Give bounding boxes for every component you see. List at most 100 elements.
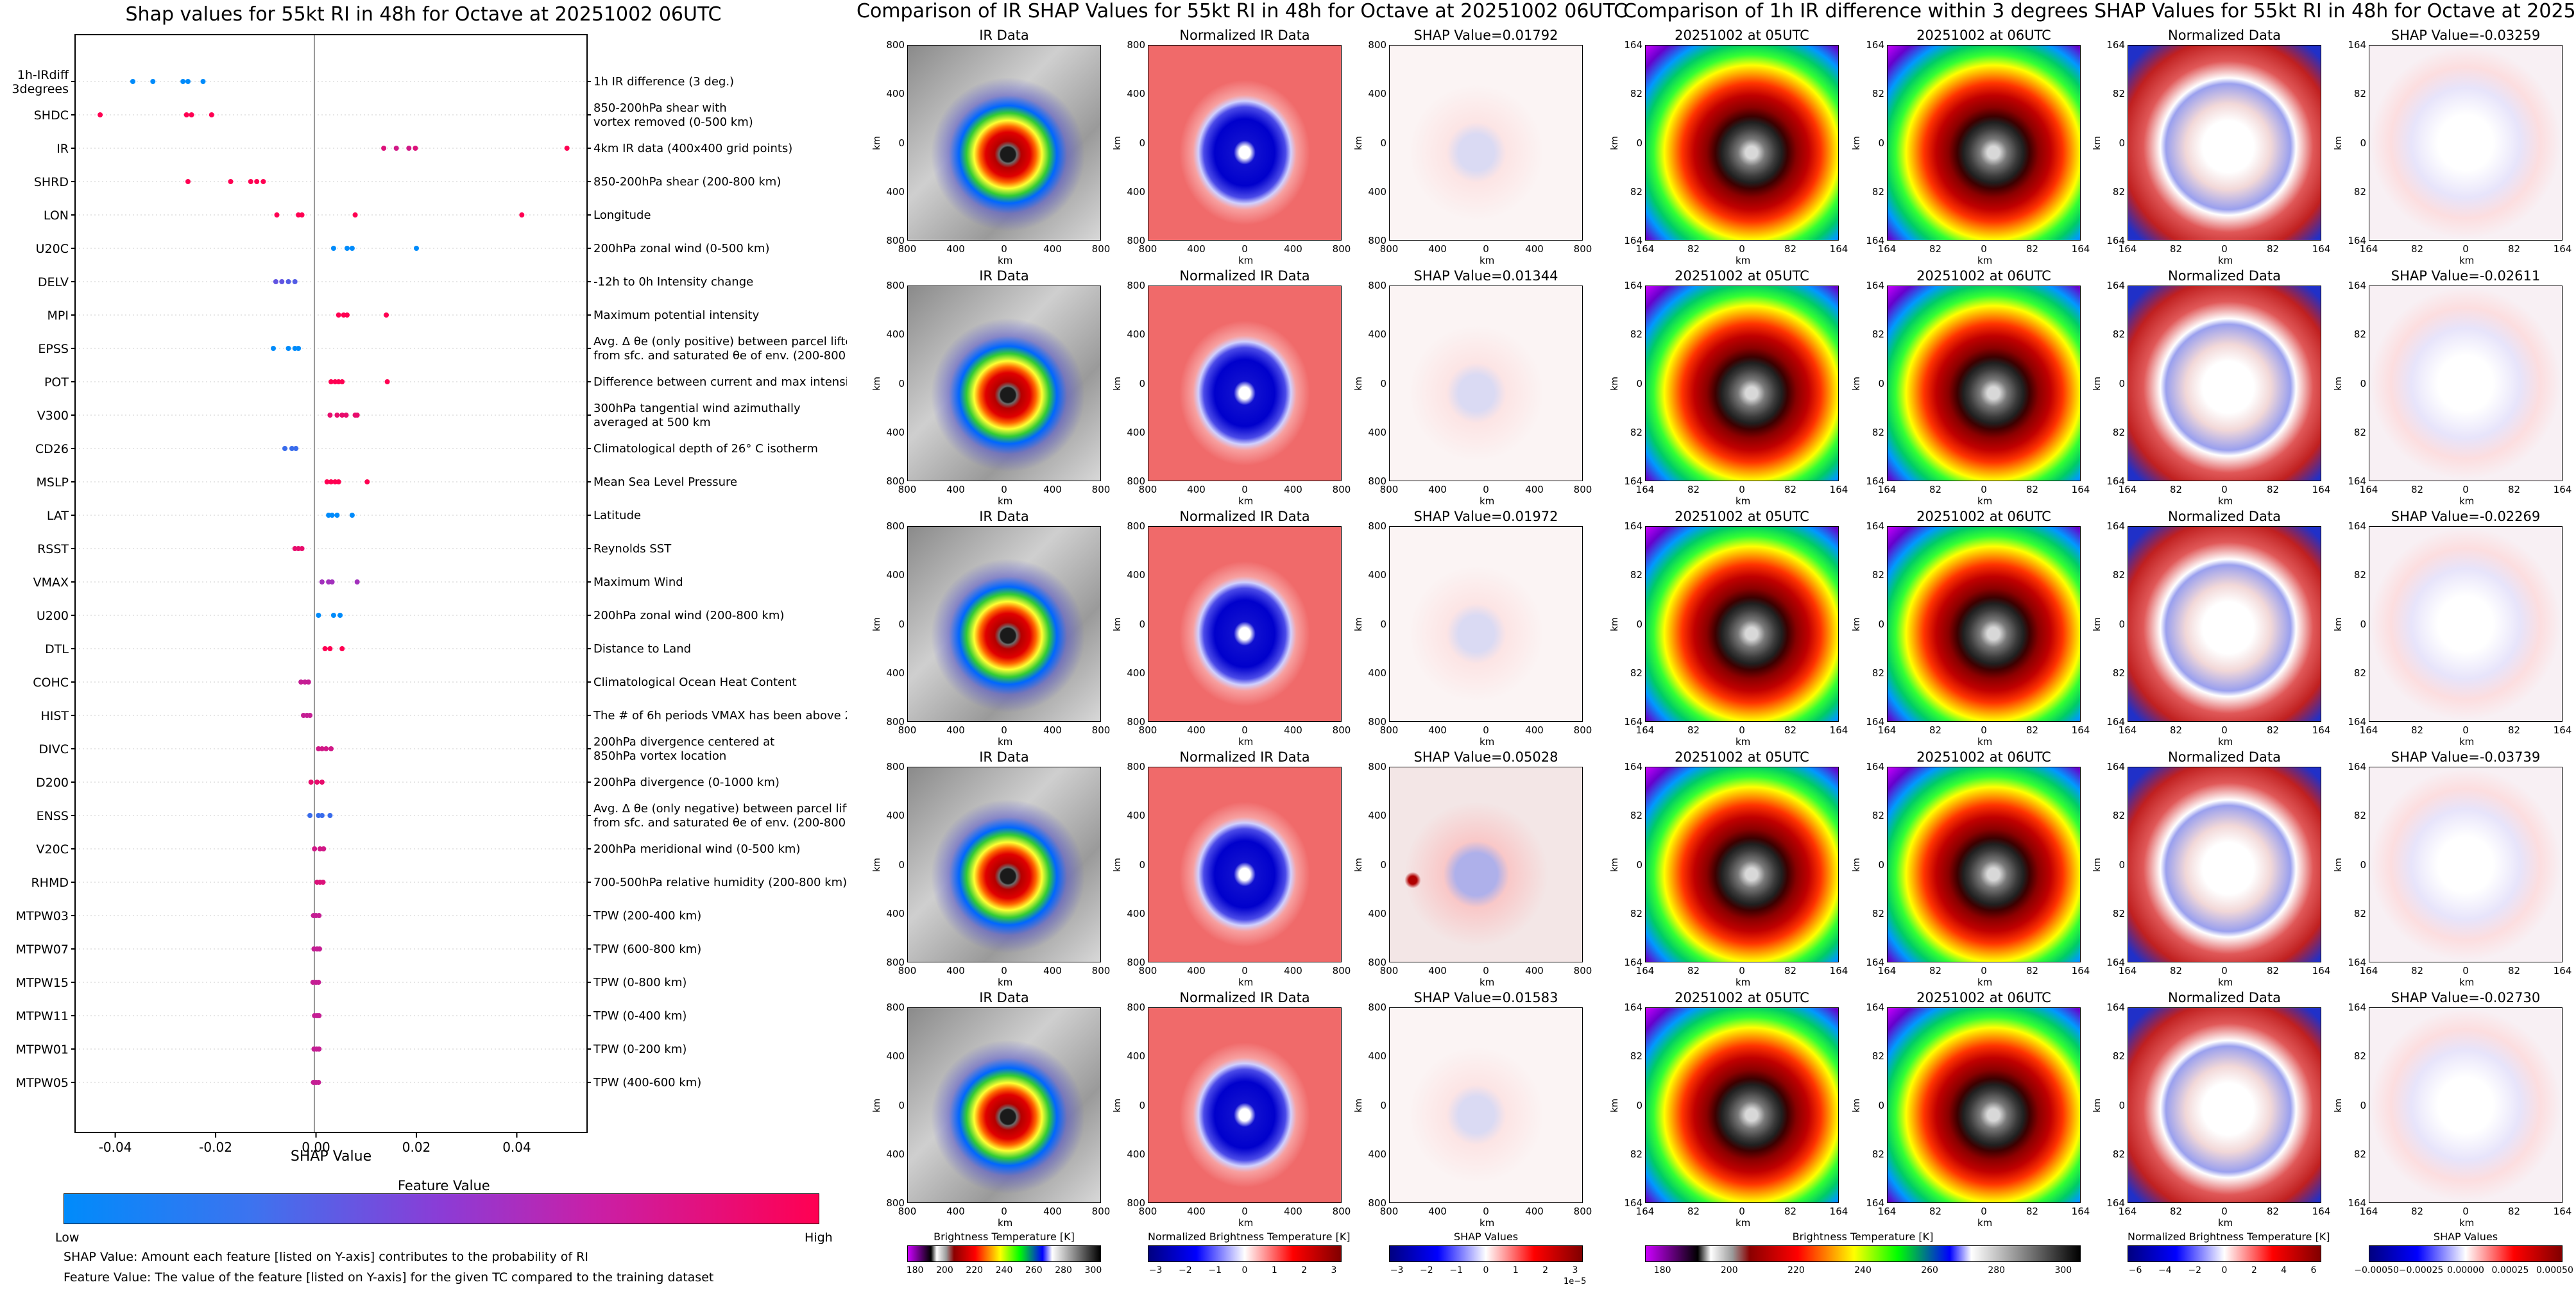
y-tick-label: 164: [2348, 957, 2366, 968]
colorbar-tick-label: 220: [966, 1265, 984, 1276]
y-tick-label: 0: [2119, 377, 2125, 389]
y-tick-label: 0: [1380, 137, 1386, 149]
x-tick-label: 400: [946, 724, 965, 736]
x-tick-label: 0: [1241, 1206, 1248, 1217]
shap-point: [319, 579, 325, 585]
colorbar: [907, 1245, 1101, 1262]
shap-point: [254, 179, 260, 184]
y-tick-label: 400: [1368, 810, 1386, 822]
y-tick-label: 0: [1139, 858, 1145, 871]
x-tick-label: 400: [1428, 484, 1447, 495]
x-tick-label: 82: [2410, 243, 2424, 255]
y-tick-label: 0: [898, 1099, 905, 1111]
y-tick-label: 164: [1624, 761, 1642, 773]
shap-point: [319, 780, 325, 785]
shap-point: [406, 146, 412, 151]
x-axis-label: km: [1480, 1217, 1495, 1229]
feature-label: MPI: [47, 309, 69, 323]
shap-point: [336, 379, 341, 384]
feature-label: IR: [56, 142, 69, 156]
shap-point: [345, 312, 350, 318]
x-axis-label: km: [1480, 255, 1495, 266]
x-tick-label: 82: [2169, 1206, 2183, 1217]
y-tick-label: 400: [1127, 329, 1145, 341]
y-axis-label: km: [1112, 857, 1123, 872]
colorbar-tick-label: −2: [2188, 1265, 2201, 1276]
x-tick-label: 82: [1784, 1206, 1797, 1217]
x-tick-label: 800: [898, 484, 917, 495]
feature-label: MTPW05: [16, 1076, 69, 1090]
x-tick-label: 82: [2266, 243, 2280, 255]
x-tick-label: 800: [1138, 1206, 1157, 1217]
feature-label: MTPW15: [16, 976, 69, 990]
x-tick-label: 164: [2071, 1206, 2090, 1217]
y-tick-label: 400: [1127, 185, 1145, 198]
colorbar: [1148, 1245, 1342, 1262]
y-tick-label: 164: [1624, 1197, 1642, 1209]
colorbar-label: SHAP Values: [2433, 1231, 2498, 1243]
shap-point: [130, 79, 135, 84]
y-tick-label: 164: [2106, 716, 2125, 728]
y-tick-label: 164: [2106, 475, 2125, 487]
y-tick-label: 82: [2112, 667, 2125, 679]
y-tick-label: 164: [2106, 39, 2125, 51]
feature-description: Difference between current and max inten…: [593, 375, 847, 389]
x-tick-label: 82: [2026, 1206, 2039, 1217]
x-tick-label: 82: [1929, 1206, 1942, 1217]
panel-title: 20251002 at 05UTC: [1675, 749, 1809, 765]
y-tick-label: 164: [2106, 235, 2125, 246]
x-axis-label: km: [2459, 736, 2475, 747]
x-axis-label: km: [1238, 255, 1254, 266]
x-tick-label: 0: [1981, 724, 1987, 736]
colorbar-tick-label: 3: [1572, 1265, 1578, 1276]
x-tick-label: 0: [1241, 484, 1248, 495]
y-tick-label: 82: [1630, 667, 1642, 679]
x-tick-label: 400: [1525, 243, 1544, 255]
y-axis-label: km: [871, 376, 882, 391]
x-tick-label: 400: [946, 965, 965, 977]
y-tick-label: 800: [1368, 716, 1386, 728]
feature-label: LAT: [47, 509, 69, 523]
shap-point: [364, 479, 370, 484]
heatmap-panel: [1389, 45, 1583, 241]
feature-description: Maximum potential intensity: [593, 309, 760, 322]
feature-label: MSLP: [37, 475, 69, 490]
heatmap-panel: [1148, 45, 1342, 241]
heatmap-panel: [1148, 767, 1342, 962]
shap-point: [271, 346, 276, 351]
feature-description: TPW (400-600 km): [593, 1076, 701, 1089]
y-tick-label: 82: [2353, 1148, 2366, 1160]
colorbar-tick-label: 300: [2054, 1265, 2072, 1276]
x-tick-label: 400: [1187, 724, 1206, 736]
x-tick-label: 800: [898, 243, 917, 255]
shap-point: [320, 880, 326, 885]
y-tick-label: 400: [886, 667, 905, 679]
y-tick-label: 82: [1872, 329, 1884, 341]
shap-point: [381, 146, 387, 151]
y-axis-label: km: [2333, 376, 2344, 391]
x-tick-label: 0.04: [502, 1140, 531, 1155]
x-tick-label: 82: [2026, 724, 2039, 736]
x-tick-label: 82: [2410, 1206, 2424, 1217]
colorbar: [1645, 1245, 2081, 1262]
heatmap-panel: [907, 286, 1101, 481]
shap-point: [302, 679, 308, 685]
x-axis-label: km: [2218, 736, 2233, 747]
shap-point: [519, 212, 525, 218]
x-tick-label: 800: [898, 724, 917, 736]
x-tick-label: 164: [2118, 1206, 2137, 1217]
colorbar-label: Normalized Brightness Temperature [K]: [1148, 1231, 1351, 1243]
y-tick-label: 82: [1872, 1148, 1884, 1160]
shap-point: [316, 613, 321, 618]
shap-point: [316, 1013, 322, 1018]
x-tick-label: 400: [1187, 965, 1206, 977]
panel-title: SHAP Value=-0.02730: [2391, 990, 2541, 1005]
x-tick-label: 82: [2507, 1206, 2521, 1217]
x-tick-label: 0: [1241, 724, 1248, 736]
shap-point: [185, 179, 191, 184]
colorbar-tick-label: −2: [1179, 1265, 1192, 1276]
colorbar-tick-label: −2: [1420, 1265, 1433, 1276]
feature-description: Avg. Δ θe (only positive) between parcel…: [593, 335, 847, 363]
y-tick-label: 164: [2106, 1002, 2125, 1013]
y-tick-label: 82: [2112, 1050, 2125, 1063]
